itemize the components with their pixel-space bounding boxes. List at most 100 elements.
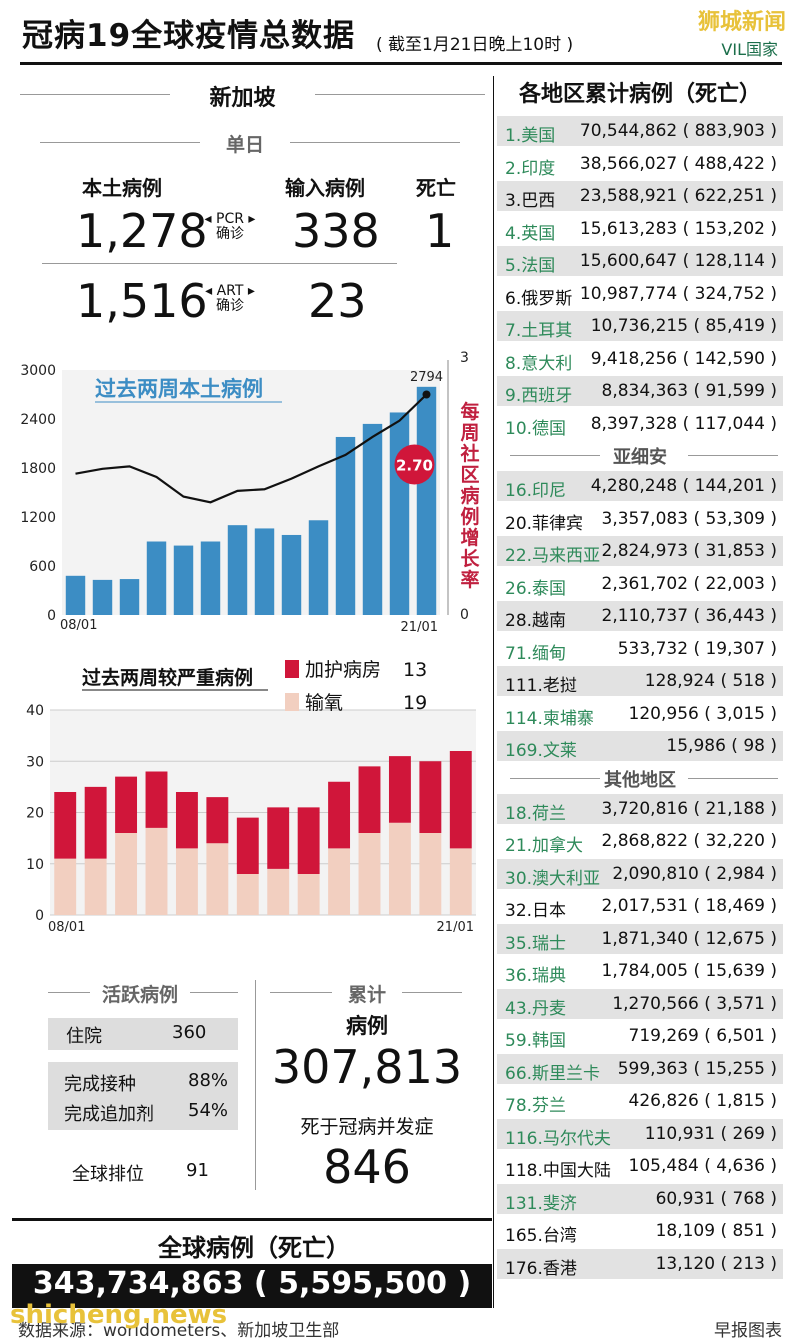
pcr-local-value: 1,278 <box>76 204 208 258</box>
region-value: 38,566,027 ( 488,422 ) <box>579 153 777 174</box>
pcr-confirm-label: 确诊 <box>216 226 244 242</box>
global-cases-bar <box>12 1264 492 1308</box>
arrow-left-icon: ◂ <box>204 211 212 227</box>
secondary-axis-label-char: 长 <box>460 548 480 570</box>
bar-icu <box>358 766 381 833</box>
pcr-marker: ◂ PCR ▸ 确诊 <box>195 212 265 242</box>
global-rank-label: 全球排位 <box>72 1164 144 1185</box>
region-value: 120,956 ( 3,015 ) <box>628 703 777 724</box>
bar-oxygen <box>145 827 168 915</box>
region-row: 21.加拿大 2,868,822 ( 32,220 ) <box>497 826 783 856</box>
region-name: 43.丹麦 <box>505 998 567 1019</box>
art-local-value: 1,516 <box>76 274 208 328</box>
region-name: 21.加拿大 <box>505 836 584 856</box>
region-name: 71.缅甸 <box>505 643 567 664</box>
region-row: 118.中国大陆 105,484 ( 4,636 ) <box>497 1151 783 1181</box>
divider <box>42 263 397 264</box>
bar-local-cases <box>281 534 302 615</box>
region-name: 36.瑞典 <box>505 966 567 986</box>
chart-title: 过去两周较严重病例 <box>82 666 253 689</box>
right-panel-border <box>493 76 494 1308</box>
region-row: 165.台湾 18,109 ( 851 ) <box>497 1216 783 1246</box>
divider <box>510 777 600 779</box>
bar-oxygen <box>358 833 381 915</box>
growth-rate-end-point <box>422 390 431 399</box>
region-value: 3,357,083 ( 53,309 ) <box>601 508 777 529</box>
brand-logo-text: 狮城新闻 <box>697 10 786 35</box>
bar-oxygen <box>84 858 107 915</box>
hospital-label: 住院 <box>66 1026 102 1047</box>
x-tick-label: 21/01 <box>437 920 474 935</box>
art-imported-value: 23 <box>308 274 367 328</box>
plot-area <box>62 370 440 615</box>
region-row: 5.法国 15,600,647 ( 128,114 ) <box>497 246 783 276</box>
bar-top-label: 2794 <box>410 370 443 385</box>
secondary-axis-label-char: 增 <box>460 526 479 549</box>
region-name: 4.英国 <box>505 223 556 244</box>
region-name: 176.香港 <box>505 1258 577 1279</box>
region-name: 59.韩国 <box>505 1031 567 1051</box>
cumulative-deaths-label: 死于冠病并发症 <box>300 1116 434 1138</box>
bar-local-cases <box>146 541 167 615</box>
region-row: 6.俄罗斯 10,987,774 ( 324,752 ) <box>497 279 783 309</box>
bar-icu <box>297 807 320 874</box>
deaths-label: 死亡 <box>416 176 456 200</box>
region-name: 1.美国 <box>505 126 556 146</box>
region-name: 32.日本 <box>505 901 567 921</box>
bar-icu <box>54 792 77 859</box>
region-row: 22.马来西亚 2,824,973 ( 31,853 ) <box>497 536 783 566</box>
cumulative-deaths-value: 846 <box>323 1140 411 1194</box>
local-cases-label: 本土病例 <box>82 176 162 200</box>
region-name: 116.马尔代夫 <box>505 1128 611 1149</box>
footer-credit: 早报图表 <box>714 1321 782 1341</box>
bar-local-cases <box>308 520 329 615</box>
region-row: 7.土耳其 10,736,215 ( 85,419 ) <box>497 311 783 341</box>
hospital-value: 360 <box>172 1022 207 1043</box>
vertical-divider <box>255 980 256 1190</box>
secondary-axis-label-char: 区 <box>460 464 479 486</box>
vaccination-box <box>48 1062 238 1130</box>
booster-value: 54% <box>188 1100 229 1121</box>
region-value: 8,397,328 ( 117,044 ) <box>590 413 777 434</box>
legend-label: 加护病房 <box>305 659 381 681</box>
y-tick-label: 3000 <box>20 363 56 379</box>
region-value: 1,871,340 ( 12,675 ) <box>601 928 777 949</box>
region-value: 9,418,256 ( 142,590 ) <box>590 348 777 369</box>
region-name: 22.马来西亚 <box>505 546 601 566</box>
region-row: 2.印度 38,566,027 ( 488,422 ) <box>497 149 783 179</box>
region-value: 719,269 ( 6,501 ) <box>628 1026 777 1046</box>
footer-source: 数据来源：worldometers、新加坡卫生部 <box>18 1321 340 1341</box>
legend-swatch <box>285 693 299 711</box>
region-row: 32.日本 2,017,531 ( 18,469 ) <box>497 891 783 921</box>
region-row: 116.马尔代夫 110,931 ( 269 ) <box>497 1118 783 1149</box>
divider <box>315 94 485 95</box>
bar-icu <box>267 807 290 869</box>
cumulative-cases-value: 307,813 <box>271 1040 463 1094</box>
region-row: 66.斯里兰卡 599,363 ( 15,255 ) <box>497 1053 783 1084</box>
global-cases-label: 全球病例（死亡） <box>158 1234 350 1262</box>
region-value: 15,986 ( 98 ) <box>666 736 777 756</box>
divider <box>402 992 462 993</box>
secondary-tick-label: 3 <box>460 350 469 366</box>
legend-swatch <box>285 660 299 678</box>
region-name: 6.俄罗斯 <box>505 288 573 309</box>
x-tick-label: 08/01 <box>60 618 97 633</box>
region-name: 165.台湾 <box>505 1226 577 1246</box>
region-row: 30.澳大利亚 2,090,810 ( 2,984 ) <box>497 858 783 889</box>
region-row: 78.芬兰 426,826 ( 1,815 ) <box>497 1086 783 1116</box>
divider <box>290 142 460 143</box>
y-tick-label: 600 <box>29 559 56 575</box>
x-tick-label: 08/01 <box>48 920 85 935</box>
divider <box>510 455 600 456</box>
y-tick-label: 10 <box>26 857 44 873</box>
region-row: 8.意大利 9,418,256 ( 142,590 ) <box>497 344 783 374</box>
arrow-left-icon: ◂ <box>205 283 213 299</box>
bar-oxygen <box>206 843 229 915</box>
growth-rate-badge <box>394 444 435 485</box>
bar-icu <box>449 751 472 849</box>
divider <box>688 777 778 779</box>
region-name: 18.荷兰 <box>505 803 567 824</box>
vaccinated-value: 88% <box>188 1070 229 1091</box>
region-name: 20.菲律宾 <box>505 513 584 534</box>
